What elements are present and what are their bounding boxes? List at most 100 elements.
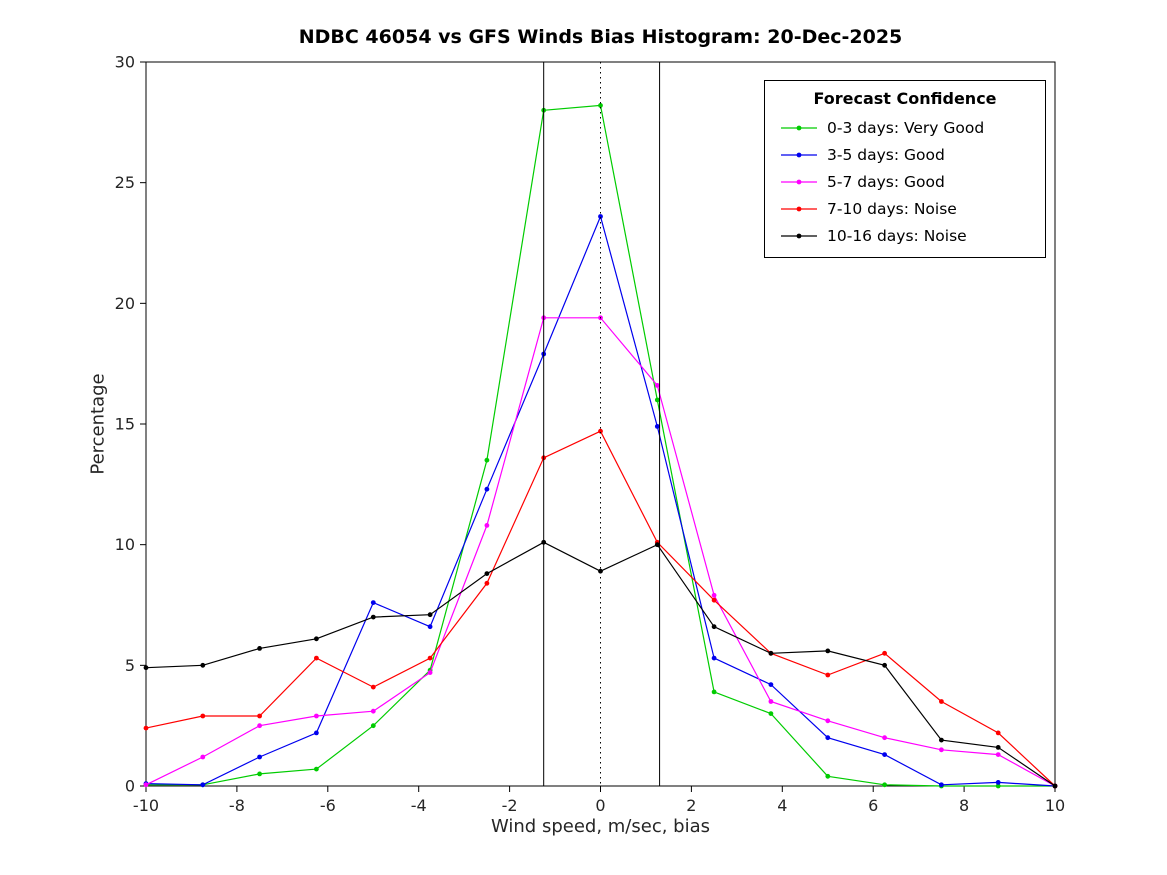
series-marker	[370, 708, 376, 714]
series-marker	[995, 752, 1001, 757]
series-marker	[143, 665, 149, 671]
series-marker	[654, 542, 660, 548]
x-axis-label: Wind speed, m/sec, bias	[490, 816, 710, 837]
x-tick-label: -8	[229, 796, 245, 815]
series-line	[145, 541, 1056, 787]
series-marker	[995, 783, 1001, 789]
x-tick-label: 4	[777, 796, 787, 815]
series-marker	[314, 713, 319, 719]
legend-line-sample	[781, 206, 817, 211]
series-marker	[484, 486, 490, 492]
legend-label: 5-7 days: Good	[827, 172, 945, 191]
series-marker	[200, 662, 206, 668]
series-marker	[768, 682, 774, 687]
x-tick-label: -4	[411, 796, 427, 815]
y-tick-label: 10	[115, 535, 135, 554]
x-tick-label: 8	[959, 796, 969, 815]
series-marker	[427, 612, 433, 618]
series-marker	[484, 580, 490, 586]
x-tick-label: 0	[595, 796, 605, 815]
legend-label: 10-16 days: Noise	[827, 226, 967, 245]
y-tick-label: 5	[125, 656, 135, 675]
series-marker	[882, 735, 887, 741]
series-marker	[598, 214, 603, 219]
legend-label: 7-10 days: Noise	[827, 199, 957, 218]
series-marker	[257, 771, 262, 777]
series-marker	[825, 672, 831, 678]
series-marker	[370, 600, 376, 605]
series-marker	[598, 103, 603, 108]
series-marker	[484, 523, 490, 528]
series-marker	[654, 397, 660, 403]
legend-entries: 0-3 days: Very Good 3-5 days: Good 5-7 day…	[765, 114, 1045, 249]
legend-line-sample	[781, 152, 817, 157]
series-marker	[598, 568, 603, 574]
series-marker	[484, 571, 490, 576]
series-marker	[768, 650, 774, 656]
x-tick-label: -6	[320, 796, 336, 815]
legend-entry: 0-3 days: Very Good	[765, 114, 1045, 141]
series-marker	[995, 780, 1001, 785]
series-marker	[200, 713, 206, 719]
series-marker	[768, 711, 774, 716]
y-axis-label: Percentage	[87, 373, 109, 475]
y-tick-label: 25	[115, 173, 135, 192]
series-marker	[654, 424, 660, 429]
series-marker	[711, 592, 717, 598]
series-marker	[995, 745, 1001, 750]
legend-label: 0-3 days: Very Good	[827, 118, 985, 137]
series-marker	[257, 646, 262, 651]
series-marker	[768, 699, 774, 704]
series-marker	[882, 782, 887, 788]
y-tick-label: 15	[115, 415, 135, 434]
series-marker	[882, 752, 887, 757]
series-marker	[711, 689, 717, 695]
series-marker	[314, 730, 319, 736]
series-marker	[370, 614, 376, 620]
series-marker	[825, 735, 831, 741]
legend-entry: 3-5 days: Good	[765, 141, 1045, 168]
legend-line-sample	[781, 179, 817, 184]
series-marker	[427, 624, 433, 630]
series-marker	[598, 428, 603, 434]
series-marker	[257, 754, 262, 760]
legend-line-sample	[781, 233, 817, 238]
series-marker	[825, 773, 831, 779]
legend-line-sample	[781, 125, 817, 130]
x-tick-label: 10	[1045, 796, 1065, 815]
series-marker	[200, 754, 206, 760]
series-marker	[257, 713, 262, 719]
x-tick-label: 2	[686, 796, 696, 815]
legend-label: 3-5 days: Good	[827, 145, 945, 164]
series-marker	[427, 670, 433, 675]
y-tick-label: 0	[125, 777, 135, 796]
legend-title: Forecast Confidence	[813, 89, 997, 108]
y-tick-label: 30	[115, 53, 135, 72]
series-marker	[882, 650, 887, 656]
series-line	[145, 214, 1056, 787]
series-marker	[825, 648, 831, 654]
series-marker	[370, 684, 376, 690]
series-marker	[1052, 783, 1058, 789]
chart-title: NDBC 46054 vs GFS Winds Bias Histogram: …	[298, 26, 903, 48]
series-marker	[314, 766, 319, 772]
series-marker	[882, 662, 887, 668]
series-marker	[654, 383, 660, 388]
legend-entry: 7-10 days: Noise	[765, 195, 1045, 222]
series-marker	[257, 723, 262, 729]
x-tick-label: 6	[868, 796, 878, 815]
x-tick-label: -2	[502, 796, 518, 815]
legend-entry: 10-16 days: Noise	[765, 222, 1045, 249]
series-marker	[939, 782, 944, 788]
series-marker	[427, 655, 433, 661]
series-marker	[939, 737, 944, 743]
series-marker	[143, 725, 149, 731]
y-tick-label: 20	[115, 294, 135, 313]
series-marker	[314, 636, 319, 642]
series-marker	[143, 782, 149, 788]
legend: Forecast Confidence 0-3 days: Very Good 3…	[764, 80, 1046, 258]
series-marker	[939, 747, 944, 753]
series-marker	[825, 718, 831, 724]
series-marker	[939, 699, 944, 704]
